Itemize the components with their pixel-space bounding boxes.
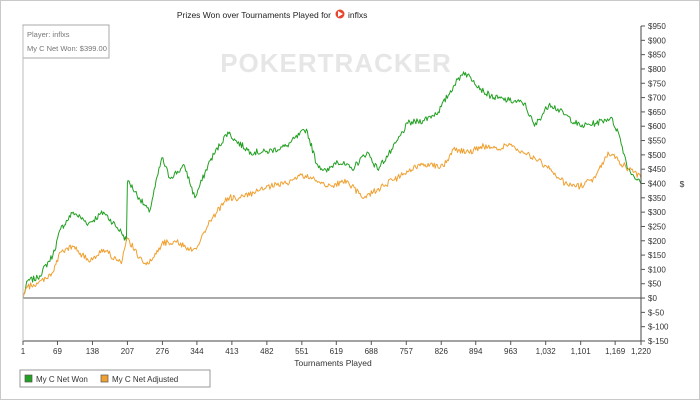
y-tick-label: $850 (648, 51, 666, 60)
y-tick-label: $-50 (648, 308, 665, 317)
y-tick-label: $450 (648, 165, 666, 174)
chart-title: Prizes Won over Tournaments Played for (177, 10, 331, 20)
x-tick-label: 826 (435, 347, 449, 356)
y-tick-label: $-150 (648, 337, 669, 346)
x-tick-label: 551 (295, 347, 309, 356)
legend-label-net-adjusted: My C Net Adjusted (112, 375, 178, 384)
chart-title-group: Prizes Won over Tournaments Played for i… (177, 9, 367, 20)
x-tick-label: 344 (190, 347, 204, 356)
y-tick-label: $250 (648, 222, 666, 231)
legend-swatch-net-won (24, 374, 33, 383)
plot-area (23, 26, 641, 341)
legend-item-net-adjusted[interactable]: My C Net Adjusted (100, 374, 178, 384)
series-line-net-adjusted (22, 142, 642, 299)
y-tick-label: $500 (648, 151, 666, 160)
y-tick-label: $900 (648, 36, 666, 45)
y-tick-label: $550 (648, 137, 666, 146)
y-tick-label: $650 (648, 108, 666, 117)
y-tick-label: $200 (648, 237, 666, 246)
x-tick-label: 1,032 (536, 347, 557, 356)
legend-label-net-won: My C Net Won (36, 375, 88, 384)
chart-grid (23, 26, 641, 341)
y-tick-label: $350 (648, 194, 666, 203)
legend-item-net-won[interactable]: My C Net Won (24, 374, 88, 384)
x-tick-label: 757 (400, 347, 414, 356)
chart-title-player: inflxs (348, 10, 367, 20)
x-tick-label: 963 (504, 347, 518, 356)
x-tick-label: 1,169 (605, 347, 626, 356)
info-player-line: Player: inflxs (27, 30, 70, 39)
x-tick-label: 1,101 (571, 347, 592, 356)
y-tick-label: $300 (648, 208, 666, 217)
player-icon (335, 9, 345, 19)
x-tick-label: 894 (469, 347, 483, 356)
x-axis-ticks: 1 69 138 207 276 344 413 482 551 619 688 757 826 894 9… (21, 341, 652, 356)
y-tick-label: $100 (648, 265, 666, 274)
y-tick-label: $950 (648, 22, 666, 31)
x-tick-label: 69 (53, 347, 62, 356)
x-tick-label: 619 (330, 347, 344, 356)
y-axis-label: $ (680, 179, 685, 189)
legend-swatch-net-adjusted (100, 374, 109, 383)
x-tick-label: 207 (121, 347, 135, 356)
x-tick-label: 688 (365, 347, 379, 356)
x-tick-label: 482 (260, 347, 274, 356)
y-tick-label: $50 (648, 280, 662, 289)
series-line-net-won (22, 71, 642, 299)
y-tick-label: $700 (648, 94, 666, 103)
x-tick-label: 1 (21, 347, 26, 356)
info-box: Player: inflxs My C Net Won: $399.00 (22, 24, 110, 59)
legend: My C Net Won My C Net Adjusted (19, 369, 211, 388)
y-tick-label: $-100 (648, 323, 669, 332)
x-tick-label: 138 (86, 347, 100, 356)
x-tick-label: 1,220 (631, 347, 652, 356)
x-tick-label: 276 (156, 347, 170, 356)
y-tick-label: $800 (648, 65, 666, 74)
y-tick-label: $150 (648, 251, 666, 260)
info-net-won-line: My C Net Won: $399.00 (27, 44, 107, 53)
y-tick-label: $600 (648, 122, 666, 131)
watermark: POKERTRACKER (220, 48, 452, 78)
y-tick-label: $750 (648, 79, 666, 88)
x-tick-label: 413 (225, 347, 239, 356)
y-axis-ticks: $-150 $-100 $-50 $0 $50 $100 $150 $200 $250 $300 $… (641, 22, 669, 346)
y-tick-label: $0 (648, 294, 657, 303)
y-tick-label: $400 (648, 180, 666, 189)
x-axis-label: Tournaments Played (294, 358, 372, 368)
chart-series (22, 71, 642, 299)
